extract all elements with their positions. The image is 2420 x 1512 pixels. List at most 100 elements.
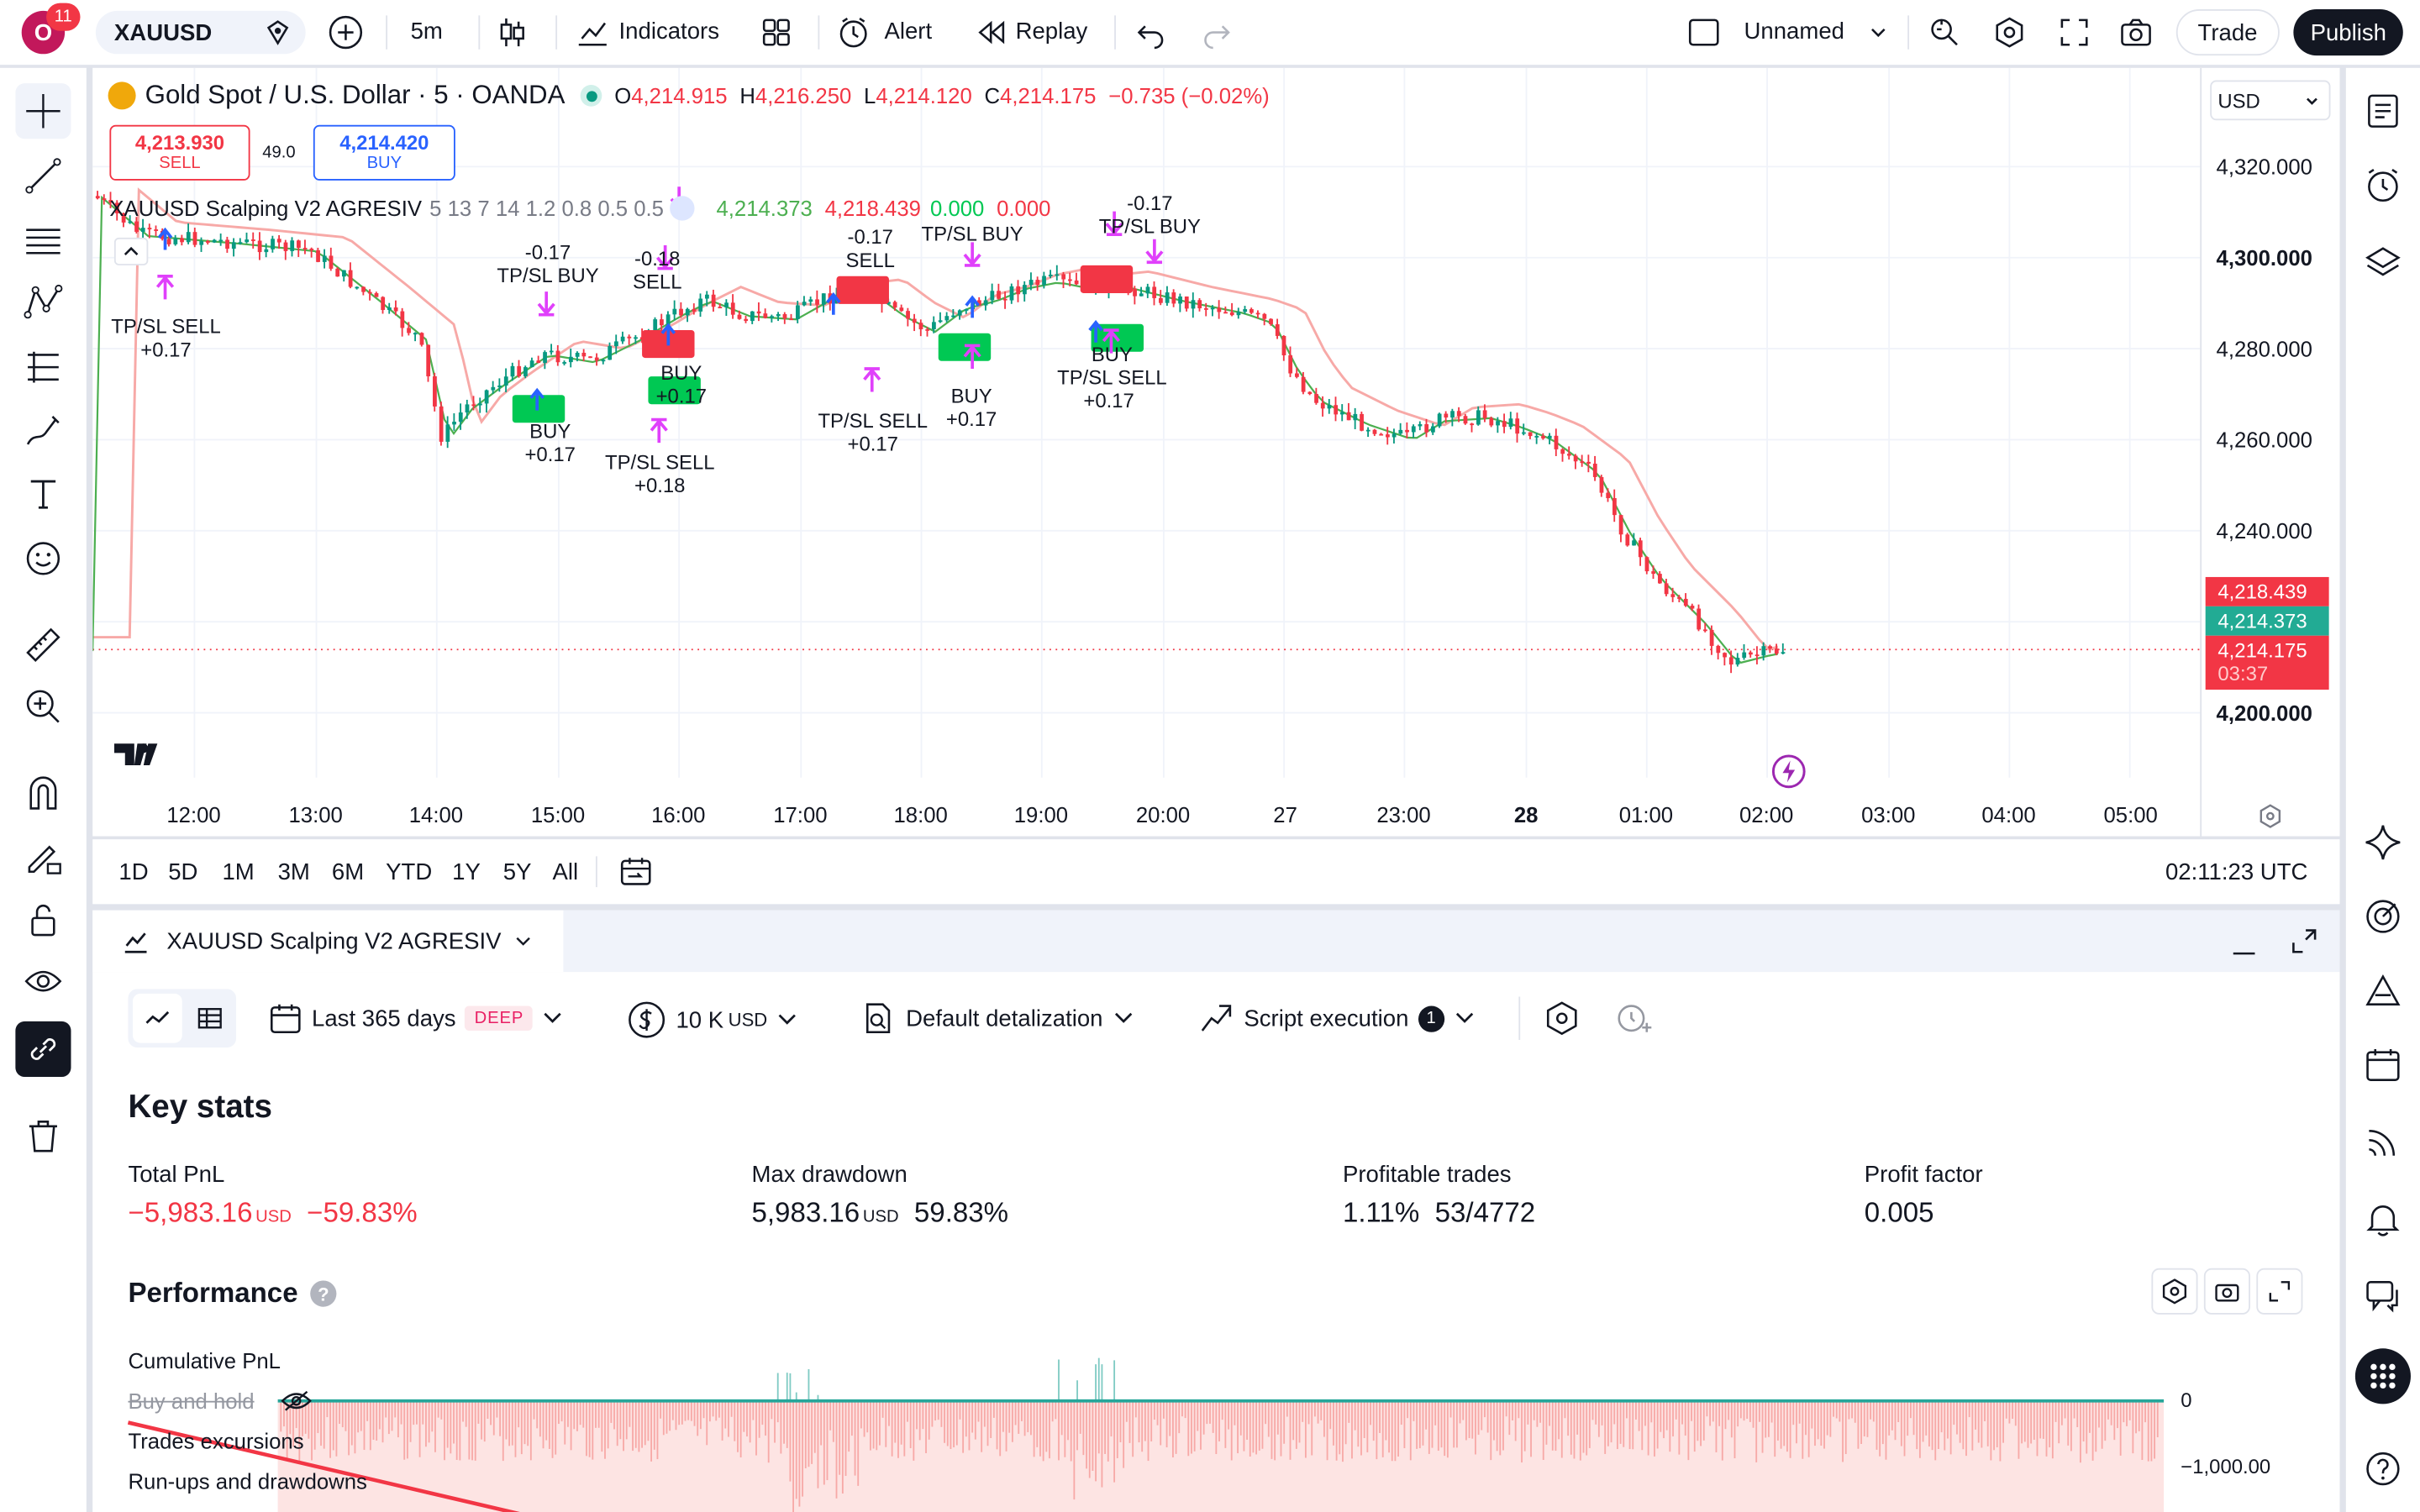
layout-name[interactable]: Unnamed [1744,18,1844,45]
fullscreen-icon[interactable] [2056,14,2093,51]
fib-retracement-icon[interactable] [15,213,71,268]
brush-icon[interactable] [15,404,71,459]
settings-icon[interactable] [1991,14,2028,51]
range-1d[interactable]: 1D [118,859,149,886]
indicators-button[interactable]: Indicators [618,18,720,45]
alert-icon[interactable] [837,14,874,51]
add-symbol-icon[interactable] [327,14,364,51]
goto-date-icon[interactable] [618,855,655,889]
candles-icon[interactable] [494,14,531,51]
legend-trades-excursions[interactable]: Trades excursions [128,1428,304,1454]
hidden-eye-icon[interactable] [281,1389,312,1413]
add-alert-icon[interactable] [1614,1000,1655,1037]
candle-body [776,314,781,317]
chat-icon[interactable] [2359,1271,2408,1320]
sell-button[interactable]: 4,213.930 SELL [109,124,250,181]
camera-icon[interactable] [2118,14,2154,51]
range-5y[interactable]: 5Y [502,859,532,886]
target-icon[interactable] [2359,892,2408,942]
magnet-icon[interactable] [15,765,71,821]
watchlist-icon[interactable] [262,17,293,48]
zoom-in-icon[interactable] [15,679,71,734]
undo-icon[interactable] [1133,14,1170,51]
detalization-dropdown[interactable]: Default detalization [860,1000,1134,1037]
performance-chart[interactable] [92,1342,2339,1512]
alert-button[interactable]: Alert [884,18,933,45]
utc-clock[interactable]: 02:11:23 UTC [2165,859,2308,886]
ruler-icon[interactable] [15,617,71,673]
templates-icon[interactable] [758,14,795,51]
ideas-icon[interactable] [2359,966,2408,1016]
layout-icon[interactable] [1686,14,1723,51]
crosshair-icon[interactable] [15,83,71,139]
chevron-down-icon [516,937,530,946]
replay-button[interactable]: Replay [1015,18,1088,45]
trash-icon[interactable] [15,1108,71,1163]
tradingview-logo[interactable] [113,741,166,769]
sparkle-icon[interactable] [2359,817,2408,867]
expand-chart-icon[interactable] [2256,1268,2303,1315]
chart-settings-icon[interactable] [2151,1268,2198,1315]
help-icon[interactable]: ? [310,1280,337,1307]
period-dropdown[interactable]: Last 365 days DEEP [269,1001,565,1035]
maximize-icon[interactable] [2289,926,2320,957]
visibility-icon[interactable] [15,953,71,1009]
snapshot-icon[interactable] [2203,1268,2250,1315]
trend-line-icon[interactable] [15,148,71,203]
legend-buy-and-hold[interactable]: Buy and hold [128,1389,255,1414]
strategy-tab[interactable]: XAUUSD Scalping V2 AGRESIV [92,910,564,973]
currency-select[interactable]: USD [2210,80,2331,121]
symbol-search[interactable]: XAUUSD [95,10,306,55]
range-all[interactable]: All [552,859,579,886]
capital-dropdown[interactable]: 10 K USD [627,1000,798,1040]
range-6m[interactable]: 6M [331,859,365,886]
market-status-icon[interactable] [580,85,602,107]
range-1m[interactable]: 1M [222,859,255,886]
legend-cumulative-pnl[interactable]: Cumulative PnL [128,1348,281,1373]
lock-icon[interactable] [15,892,71,948]
legend-runups-drawdowns[interactable]: Run-ups and drawdowns [128,1468,367,1494]
chart-pane[interactable]: Gold Spot / U.S. Dollar · 5 · OANDA O 4,2… [92,67,2340,837]
range-5d[interactable]: 5D [168,859,198,886]
price-chart[interactable] [92,67,2339,837]
pattern-icon[interactable] [15,275,71,330]
alarm-clock-icon[interactable] [2359,160,2408,210]
link-icon[interactable] [15,1021,71,1078]
indicator-legend[interactable]: XAUUSD Scalping V2 AGRESIV 5 13 7 14 1.2… [109,196,1050,221]
publish-button[interactable]: Publish [2293,9,2404,56]
range-ytd[interactable]: YTD [386,859,433,886]
notifications-icon[interactable] [2359,1194,2408,1244]
redo-icon[interactable] [1197,14,1234,51]
buy-button[interactable]: 4,214.420 BUY [313,124,455,181]
lock-drawings-pencil-icon[interactable] [15,830,71,885]
candle-body [348,270,353,287]
script-execution-dropdown[interactable]: Script execution 1 [1197,1000,1475,1037]
interval-button[interactable]: 5m [410,18,443,45]
candle-body [1489,417,1494,426]
table-view-icon[interactable] [185,994,234,1043]
emoji-icon[interactable] [15,531,71,586]
range-3m[interactable]: 3M [277,859,310,886]
strategy-settings-icon[interactable] [1544,1000,1581,1037]
minimize-icon[interactable] [2228,929,2260,960]
chevron-down-icon[interactable] [1867,18,1889,46]
forecast-icon[interactable] [15,339,71,395]
calendar-icon[interactable] [2359,1040,2408,1089]
layers-icon[interactable] [2359,238,2408,287]
text-icon[interactable] [15,466,71,522]
collapse-legend-button[interactable] [113,237,149,265]
help-icon[interactable] [2359,1444,2408,1494]
axis-settings-icon[interactable] [2256,802,2284,830]
lightning-icon[interactable] [1770,753,1807,790]
range-1y[interactable]: 1Y [452,859,481,886]
candle-body [1437,413,1442,427]
watchlist-icon[interactable] [2359,87,2408,136]
replay-icon[interactable] [972,14,1009,51]
chart-view-icon[interactable] [132,993,182,1043]
indicators-icon[interactable] [574,14,611,51]
signal-icon[interactable] [2359,1117,2408,1167]
symbol-title[interactable]: Gold Spot / U.S. Dollar · 5 · OANDA [145,80,566,110]
trade-button[interactable]: Trade [2175,9,2280,56]
apps-grid-icon[interactable] [2354,1348,2411,1404]
quick-search-icon[interactable] [1926,14,1963,51]
